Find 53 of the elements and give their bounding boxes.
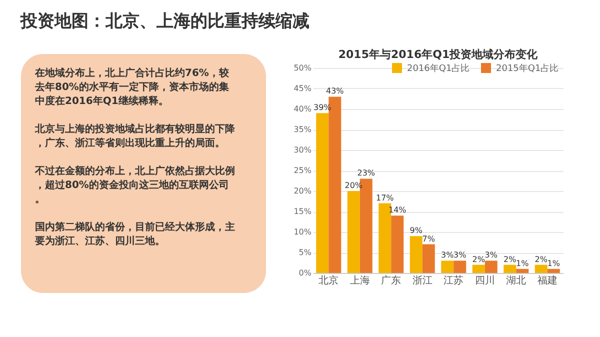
x-tick-label: 湖北	[506, 274, 526, 286]
data-label: 9%	[410, 226, 423, 236]
y-tick-label: 0%	[298, 268, 312, 278]
bar	[504, 264, 516, 273]
data-label: 2%	[472, 254, 486, 264]
bar	[441, 260, 454, 273]
text: 投资地图：北京、上海的比重持续缩减	[20, 12, 310, 32]
data-label: 2%	[534, 254, 548, 264]
legend-label: 2016年Q1占比	[407, 63, 470, 74]
y-tick-label: 30%	[294, 146, 312, 154]
bar	[516, 268, 529, 273]
y-tick-label: 50%	[294, 64, 312, 72]
x-tick-label: 浙江	[412, 274, 432, 286]
text: 北京与上海的投资地域占比都有较明显的下降，广东、浙江等省则出现比重上升的局面。	[34, 123, 236, 149]
data-label: 1%	[516, 258, 530, 268]
data-label: 2%	[504, 254, 517, 264]
y-tick-label: 45%	[294, 84, 312, 93]
data-label: 23%	[357, 168, 376, 178]
text: 国内第二梯队的省份，目前已经大体形成，主要为浙江、江苏、四川三地。	[34, 221, 235, 247]
bar	[472, 264, 485, 273]
x-tick-label: 广东	[381, 274, 402, 286]
legend-label: 2015年Q1占比	[496, 63, 559, 74]
x-tick-label: 福建	[537, 274, 558, 286]
data-label: 3%	[441, 250, 454, 260]
y-tick-label: 10%	[294, 228, 312, 236]
bar	[391, 216, 404, 273]
x-tick-label: 上海	[350, 274, 370, 286]
bar	[422, 244, 435, 273]
bar	[534, 264, 548, 273]
text: 在地域分布上，北上广合计占比约76%，较去年80%的水平有一定下降，资本市场的集中度在2016年Q1继续稀释。	[34, 67, 230, 107]
data-label: 7%	[422, 234, 436, 244]
data-label: 43%	[326, 86, 344, 96]
data-label: 3%	[454, 250, 467, 260]
bar	[454, 260, 466, 273]
bar	[410, 236, 422, 273]
x-tick-label: 北京	[318, 274, 339, 286]
y-tick-label: 20%	[294, 186, 312, 196]
y-tick-label: 15%	[294, 207, 312, 216]
bar	[347, 191, 360, 273]
bar	[547, 268, 560, 273]
data-label: 3%	[484, 250, 498, 260]
y-tick-label: 5%	[298, 248, 312, 257]
bar	[316, 113, 329, 273]
y-tick-label: 25%	[294, 166, 312, 175]
y-tick-label: 35%	[294, 125, 312, 134]
x-tick-label: 江苏	[444, 274, 464, 286]
y-tick-label: 40%	[294, 104, 312, 114]
bar	[484, 260, 498, 273]
data-label: 17%	[376, 193, 394, 202]
chart-subtitle: 2015年与2016年Q1投资地域分布变化	[338, 48, 539, 61]
data-label: 1%	[547, 258, 560, 268]
x-tick-label: 四川	[474, 274, 495, 286]
text: 不过在金额的分布上，北上广依然占据大比例，超过80%的资金投向这三地的互联网公司。	[34, 165, 235, 205]
